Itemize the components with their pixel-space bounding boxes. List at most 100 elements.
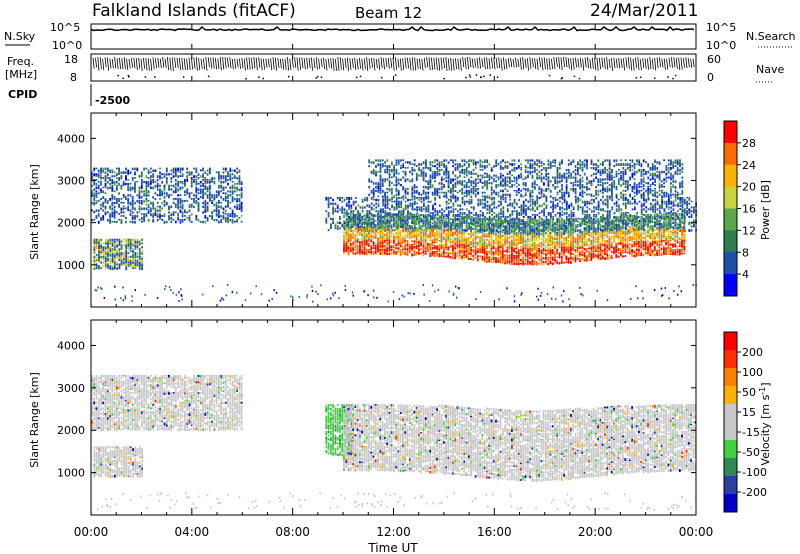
- echo-cell: [125, 198, 127, 200]
- echo-cell: [490, 243, 493, 247]
- echo-cell: [136, 240, 139, 244]
- echo-cell: [179, 198, 182, 201]
- echo-cell: [181, 199, 184, 203]
- echo-cell: [399, 237, 402, 240]
- echo-cell: [120, 186, 123, 190]
- nave-mark: [359, 75, 362, 78]
- echo-cell: [104, 261, 107, 264]
- echo-cell: [452, 208, 455, 211]
- echo-cell: [354, 220, 357, 224]
- echo-cell: [404, 228, 407, 232]
- echo-cell: [152, 173, 155, 176]
- echo-cell: [195, 167, 198, 170]
- echo-cell: [508, 220, 511, 223]
- echo-cell: [427, 227, 429, 230]
- echo-cell: [465, 238, 468, 241]
- echo-cell: [131, 203, 134, 206]
- freq-mark: [459, 58, 462, 71]
- echo-cell: [206, 217, 209, 220]
- echo-cell: [440, 234, 443, 237]
- echo-cell: [536, 202, 539, 205]
- echo-cell: [138, 240, 141, 243]
- echo-cell: [184, 179, 186, 182]
- echo-cell: [413, 208, 416, 211]
- echo-cell: [388, 245, 391, 249]
- echo-cell: [593, 206, 595, 209]
- echo-cell: [520, 258, 522, 262]
- echo-cell: [111, 188, 114, 191]
- echo-cell: [220, 186, 223, 189]
- echo-cell: [120, 246, 123, 250]
- echo-cell: [499, 234, 502, 238]
- echo-cell: [348, 198, 350, 201]
- echo-cell: [93, 167, 96, 170]
- echo-cell: [395, 226, 398, 229]
- echo-cell: [127, 252, 130, 254]
- echo-cell: [529, 230, 531, 234]
- echo-cell: [488, 256, 491, 258]
- echo-cell: [522, 227, 525, 230]
- echo-cell: [129, 209, 132, 213]
- echo-cell: [429, 254, 432, 258]
- freq-mark: [359, 57, 361, 69]
- echo-cell: [390, 233, 393, 236]
- echo-cell: [204, 184, 207, 188]
- freq-mark: [344, 58, 347, 69]
- echo-cell: [427, 248, 429, 252]
- echo-cell: [413, 217, 416, 221]
- echo-cell: [470, 246, 472, 249]
- echo-cell: [411, 219, 413, 221]
- echo-cell: [349, 225, 352, 229]
- echo-cell: [109, 177, 111, 180]
- echo-cell: [404, 240, 407, 242]
- echo-cell: [125, 246, 128, 250]
- echo-cell: [125, 175, 127, 179]
- echo-cell: [497, 257, 500, 260]
- echo-cell: [670, 210, 673, 214]
- echo-cell: [440, 255, 443, 257]
- echo-cell: [535, 251, 538, 254]
- echo-cell: [424, 227, 427, 230]
- echo-cell: [622, 217, 625, 220]
- echo-cell: [509, 202, 511, 205]
- echo-cell: [470, 229, 472, 233]
- echo-cell: [649, 202, 652, 206]
- echo-cell: [506, 261, 509, 265]
- echo-cell: [425, 210, 428, 213]
- freq-mark: [560, 57, 563, 70]
- echo-cell: [427, 206, 430, 209]
- echo-cell: [583, 236, 586, 239]
- echo-cell: [508, 227, 511, 231]
- echo-cell: [440, 219, 443, 222]
- echo-cell: [526, 249, 529, 253]
- echo-cell: [127, 199, 130, 203]
- echo-cell: [604, 253, 606, 256]
- echo-cell: [184, 184, 186, 187]
- echo-cell: [535, 253, 538, 257]
- echo-cell: [516, 210, 518, 212]
- echo-cell: [418, 251, 420, 255]
- echo-cell: [576, 248, 579, 252]
- echo-cell: [538, 219, 540, 221]
- echo-cell: [476, 243, 479, 246]
- echo-cell: [488, 231, 491, 235]
- echo-cell: [161, 192, 164, 195]
- echo-cell: [116, 250, 118, 253]
- echo-cell: [383, 248, 386, 251]
- echo-cell: [529, 208, 532, 212]
- echo-cell: [445, 202, 448, 206]
- echo-cell: [356, 222, 359, 224]
- echo-cell: [590, 234, 593, 237]
- echo-cell: [150, 186, 152, 189]
- echo-cell: [100, 182, 102, 186]
- echo-cell: [551, 224, 554, 227]
- echo-cell: [693, 223, 695, 227]
- echo-cell: [457, 196, 459, 200]
- echo-cell: [495, 247, 497, 251]
- echo-cell: [461, 198, 464, 201]
- echo-cell: [138, 242, 141, 246]
- echo-cell: [413, 213, 416, 216]
- echo-cell: [583, 253, 586, 257]
- echo-cell: [579, 223, 581, 226]
- echo-cell: [352, 212, 354, 215]
